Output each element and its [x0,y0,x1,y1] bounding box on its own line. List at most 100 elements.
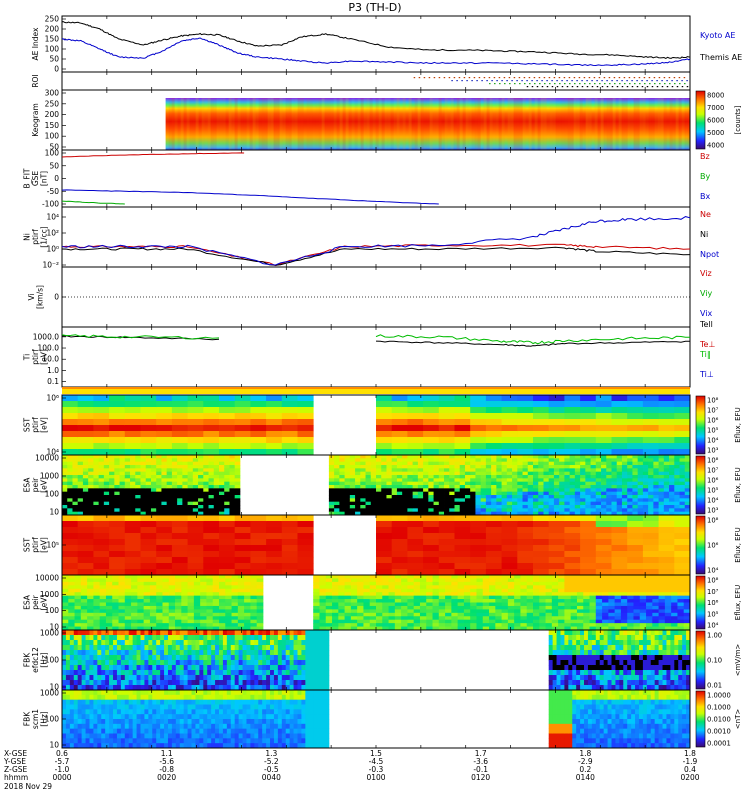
ion-esa-panel-2-cell [495,592,502,597]
roi-panel-event [566,80,568,82]
ion-esa-panel-2-cell [476,585,484,590]
ion-esa-panel-cell [72,478,79,483]
ion-esa-panel-2-cell [614,605,622,610]
keogram-panel-column [495,98,499,150]
ion-esa-panel-cell [679,481,686,486]
ion-sst-panel-colorbar-label: Eflux, EFU [734,407,742,442]
ion-sst-panel-cell [407,431,424,438]
ion-sst-panel-cell [250,407,267,414]
ion-esa-panel-cell [527,478,534,483]
ion-esa-panel-cell [177,495,183,499]
ae-panel-ytick-label: 150 [45,35,60,44]
ion-esa-panel-cell [156,488,162,493]
ion-esa-panel-2-cell [583,599,590,603]
ion-esa-panel-2-cell [338,616,345,621]
ion-esa-panel-cell [491,485,497,489]
ion-esa-panel-cell [475,468,482,473]
ion-esa-panel-2-cell [457,599,465,603]
ion-esa-panel-cell [328,511,335,516]
ion-esa-panel-cell [135,458,141,463]
ion-esa-panel-2-cell [350,602,358,607]
ion-esa-panel-2-cell [489,623,496,627]
ion-esa-panel-2-cell [369,595,377,600]
ion-sst-panel-colorbar [695,395,706,455]
ion-esa-panel-2-cell [231,595,239,600]
ion-esa-panel-2-cell [124,588,132,593]
ion-sst-panel-2-cell [391,551,408,558]
roi-panel-event [606,86,609,88]
ion-esa-panel-2-cell [225,612,232,617]
ion-esa-panel-cell [109,495,115,499]
ion-esa-panel-cell [543,491,550,496]
ion-esa-panel-2-cell [200,592,207,597]
ion-esa-panel-cell [109,511,115,516]
ion-esa-panel-cell [412,505,419,509]
ion-esa-panel-cell [501,501,508,506]
fbk-efield-panel-cell [85,645,90,651]
ion-esa-panel-cell [156,478,162,483]
ion-esa-panel-cell [224,481,230,486]
ion-sst-panel-cell [234,395,251,402]
ion-esa-panel-2-cell [99,578,107,583]
ion-esa-panel-cell [585,498,591,503]
ion-esa-panel-cell [580,511,586,516]
ion-esa-panel-cell [512,471,518,476]
ion-esa-panel-cell [522,468,529,473]
ion-esa-panel-2-cell [68,623,75,627]
ion-sst-panel-cell [187,419,204,426]
keogram-panel-column [279,98,283,150]
ion-esa-panel-2-cell [68,602,75,607]
keogram-panel-colorbar-tick: 4000 [707,142,724,150]
ion-esa-panel-cell [485,485,492,489]
ion-esa-panel-cell [192,511,199,516]
ion-esa-panel-cell [553,508,560,513]
ion-esa-panel-2-cell [237,623,245,627]
ion-sst-panel-2-cell [627,521,644,528]
ion-esa-panel-cell [402,488,408,493]
ion-esa-panel-cell [543,461,550,466]
ion-esa-panel-cell [161,455,168,459]
ion-esa-panel-2-cell [105,609,113,614]
ion-esa-panel-2-cell [325,575,333,579]
ion-esa-panel-cell [417,495,424,499]
ion-esa-panel-cell [124,478,131,483]
ion-esa-panel-cell [663,495,670,499]
ion-esa-panel-cell [470,465,476,469]
ion-esa-panel-cell [564,505,571,509]
ion-sst-panel-cell [438,437,455,444]
ion-esa-panel-cell [611,461,618,466]
ion-esa-panel-2-cell [564,616,572,621]
ion-sst-panel-2-cell [219,557,236,564]
ion-esa-panel-cell [533,488,539,493]
ion-esa-panel-cell [501,508,508,513]
ion-esa-panel-2-cell [162,605,170,610]
ion-esa-panel-cell [166,505,173,509]
ion-sst-panel-2-cell [548,557,565,564]
ion-esa-panel-cell [386,455,393,459]
ion-sst-panel-ytick-label: 10⁶ [46,394,59,403]
ion-sst-panel-2-colorbar-tick: 10⁶ [707,542,719,550]
roi-panel-event [559,83,561,85]
ion-esa-panel-cell [459,461,466,466]
ion-esa-panel-cell [574,491,581,496]
ion-esa-panel-cell [538,481,544,486]
ion-sst-panel-cell [156,395,173,402]
ion-esa-panel-2-cell [143,602,151,607]
ion-esa-panel-cell [475,491,482,496]
ion-esa-panel-cell [428,478,434,483]
ion-esa-panel-cell [553,458,560,463]
ion-esa-panel-cell [501,485,508,489]
ion-esa-panel-2-cell [200,575,207,579]
ion-sst-panel-2-cell [533,557,550,564]
keogram-panel-column [513,98,517,150]
ion-esa-panel-2-cell [463,592,471,597]
fbk-efield-panel-cell [85,675,90,681]
ion-esa-panel-2-cell [206,605,214,610]
ion-sst-panel-cell [580,437,597,444]
ion-esa-panel-cell [637,471,644,476]
ion-sst-panel-cell [203,407,220,414]
ion-esa-panel-cell [370,471,377,476]
temperature-panel-legend-1: Te⊥ [699,340,715,349]
fbk-efield-panel-cell [93,680,98,686]
ion-esa-panel-cell [533,458,539,463]
